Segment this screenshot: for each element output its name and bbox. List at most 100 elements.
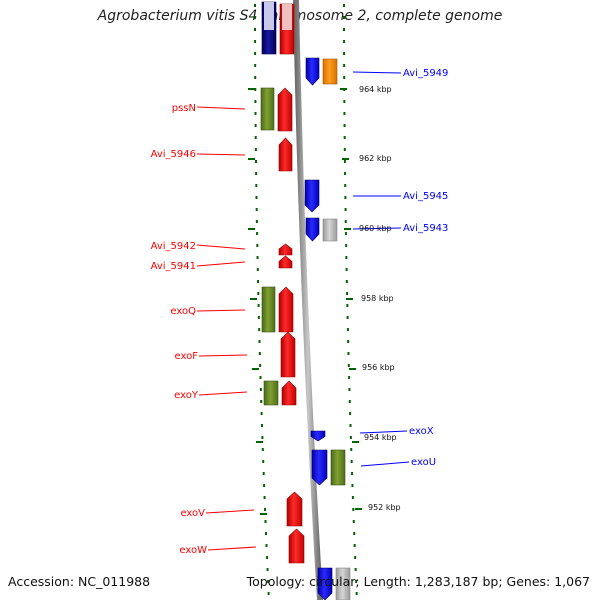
track-dot — [266, 568, 269, 571]
leader-line-left — [205, 509, 255, 514]
track-dot — [255, 220, 258, 223]
gene-label-right: exoU — [411, 457, 436, 468]
track-dot — [343, 28, 346, 31]
track-dot — [351, 496, 354, 499]
track-dot — [254, 112, 257, 115]
track-dot — [258, 352, 261, 355]
track-dot — [260, 412, 263, 415]
gene-label-left: Avi_5946 — [151, 149, 196, 160]
track-dot — [262, 472, 265, 475]
track-dot — [261, 448, 264, 451]
track-dot — [256, 268, 259, 271]
track-dot — [345, 244, 348, 247]
track-dot — [350, 448, 353, 451]
leader-line-left — [198, 354, 248, 357]
gene-arrow-exow — [288, 528, 305, 564]
track-dot — [343, 136, 346, 139]
accession-text: Accession: NC_011988 — [8, 574, 151, 589]
gene-label-right: Avi_5945 — [403, 191, 448, 202]
track-dot — [343, 76, 346, 79]
gene-label-left: Avi_5942 — [151, 241, 196, 252]
scale-tick — [344, 228, 351, 230]
track-dot — [347, 340, 350, 343]
right-gene-labels: Avi_5949 Avi_5945 Avi_5943 exoX exoU — [403, 68, 448, 468]
gene-arrow-avi-5946 — [278, 137, 293, 172]
gene-arrow-avi-5941 — [278, 255, 293, 269]
track-dot — [266, 556, 269, 559]
track-dot — [256, 244, 259, 247]
track-dot — [260, 424, 263, 427]
track-dot — [257, 304, 260, 307]
track-dot — [254, 28, 257, 31]
track-dot — [343, 112, 346, 115]
track-dot — [256, 232, 259, 235]
feature-block-green — [261, 286, 276, 333]
leader-line-right — [360, 461, 410, 467]
track-dot — [254, 64, 257, 67]
track-dot — [258, 328, 261, 331]
feature-block-gray — [335, 567, 351, 600]
gene-arrow-exof — [280, 331, 296, 378]
track-dot — [259, 388, 262, 391]
map-title: Agrobacterium vitis S4 chromosome 2, com… — [97, 8, 503, 24]
leader-line-left — [196, 309, 246, 312]
gene-arrow-exou — [311, 449, 328, 486]
track-dot — [267, 592, 270, 595]
track-dot — [263, 484, 266, 487]
scale-tick — [260, 513, 267, 515]
track-dot — [347, 352, 350, 355]
track-dot — [254, 100, 257, 103]
track-dot — [267, 580, 270, 583]
track-dot — [263, 496, 266, 499]
scale-tick — [349, 368, 356, 370]
scale-tick — [340, 88, 347, 90]
track-dot — [257, 280, 260, 283]
gene-label-left: exoF — [175, 351, 199, 362]
track-dot — [355, 580, 358, 583]
track-dot — [353, 544, 356, 547]
gene-arrow-avi-5942 — [278, 243, 293, 256]
track-dot — [344, 184, 347, 187]
gene-label-right: Avi_5943 — [403, 223, 448, 234]
track-dot — [344, 196, 347, 199]
scale-tick — [252, 368, 259, 370]
track-dot — [254, 148, 257, 151]
feature-highlight — [264, 2, 274, 30]
track-dot — [254, 124, 257, 127]
track-dot — [258, 340, 261, 343]
track-dot — [255, 208, 258, 211]
scale-label: 958 kbp — [361, 294, 394, 303]
feature-highlight — [282, 4, 292, 30]
scale-label: 956 kbp — [362, 363, 395, 372]
track-dot — [257, 316, 260, 319]
scale-label: 964 kbp — [359, 85, 392, 94]
scale-label: 960 kbp — [359, 224, 392, 233]
track-dot — [343, 52, 346, 55]
gene-features — [260, 1, 351, 600]
gene-label-left: pssN — [172, 103, 196, 114]
track-dot — [264, 508, 267, 511]
scale-label: 962 kbp — [359, 154, 392, 163]
track-dot — [254, 4, 257, 7]
feature-block-green — [260, 87, 275, 131]
tick-tracks — [248, 4, 362, 595]
track-dot — [348, 388, 351, 391]
track-dot — [257, 292, 260, 295]
leader-line-right — [359, 430, 408, 434]
leader-line-left — [196, 261, 246, 267]
track-dot — [343, 100, 346, 103]
gene-label-left: Avi_5941 — [151, 261, 196, 272]
gene-label-left: exoW — [179, 545, 207, 556]
gene-arrow-pssn — [277, 87, 293, 132]
track-dot — [350, 460, 353, 463]
feature-block-green — [263, 380, 279, 406]
leader-line-right — [352, 71, 402, 74]
leader-line-left — [207, 546, 257, 551]
genome-backbone — [293, 0, 323, 600]
track-dot — [254, 52, 257, 55]
scale-tick — [256, 441, 263, 443]
leader-line-left — [196, 153, 246, 156]
track-dot — [344, 220, 347, 223]
left-gene-labels: pssN Avi_5946 Avi_5942 Avi_5941 exoQ exoF exoY… — [151, 103, 208, 556]
